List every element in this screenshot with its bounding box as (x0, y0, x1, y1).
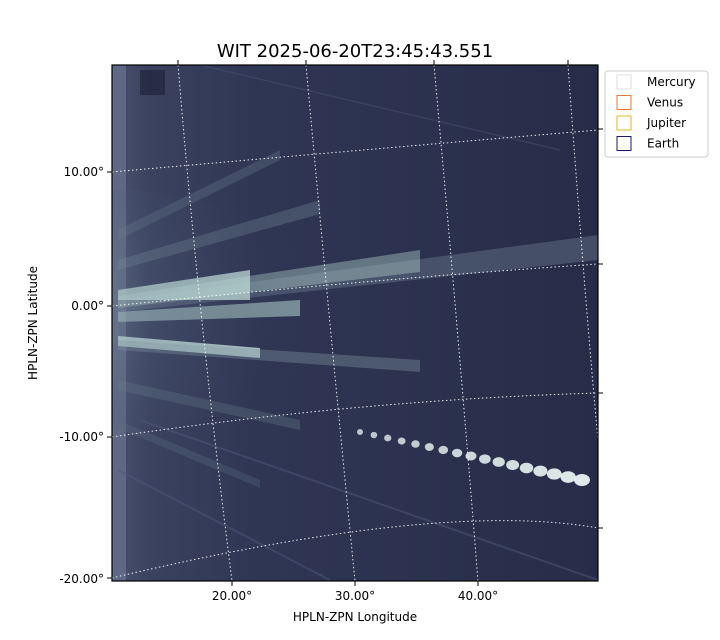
trail-blob (357, 429, 363, 435)
trail-blob (424, 443, 434, 451)
x-axis-label: HPLN-ZPN Longitude (293, 610, 417, 624)
y-tick-label: 0.00° (71, 299, 104, 313)
trail-blob (438, 445, 449, 455)
trail-blob (519, 462, 534, 474)
legend-box (604, 70, 709, 158)
bright-trail (357, 429, 590, 486)
trail-blob (560, 471, 576, 483)
x-tick-label: 40.00° (458, 589, 498, 603)
trail-blob (370, 431, 378, 439)
grid-lon-20 (177, 65, 233, 581)
trail-blob (506, 459, 520, 471)
grid-lat-neg10 (112, 392, 598, 438)
y-tick-label: -10.00° (59, 430, 104, 444)
trail-blob (411, 440, 420, 448)
trail-blob (451, 448, 463, 458)
grid-lat-0 (112, 263, 598, 307)
trail-blob (492, 457, 505, 467)
legend-swatch (616, 95, 632, 110)
trail-blob (574, 474, 590, 486)
legend: Mercury Venus Jupiter Earth (604, 70, 709, 158)
trail-blob (533, 465, 548, 477)
legend-swatch (616, 115, 632, 131)
x-axis: 20.00° 30.00° 40.00° (212, 581, 498, 603)
right-ticks (598, 128, 603, 529)
plot-image (112, 65, 598, 581)
legend-label: Jupiter (646, 116, 686, 130)
streamer-fan (112, 150, 598, 488)
dark-artifact (140, 70, 165, 95)
legend-label: Venus (647, 96, 683, 110)
top-ticks (177, 60, 569, 65)
legend-swatch (616, 136, 632, 151)
grid-lat-10 (112, 129, 598, 173)
y-tick-label: -20.00° (59, 572, 104, 586)
y-axis-label: HPLN-ZPN Latitude (26, 266, 40, 380)
y-axis: 10.00° 0.00° -10.00° -20.00° (59, 165, 112, 586)
legend-swatch (616, 74, 632, 90)
grid-lat-neg20 (112, 520, 598, 579)
trail-blob (384, 434, 392, 442)
grid-lon-50 (567, 65, 598, 441)
chart-title: WIT 2025-06-20T23:45:43.551 (217, 41, 493, 62)
legend-label: Mercury (647, 75, 696, 89)
x-tick-label: 20.00° (212, 589, 252, 603)
y-tick-label: 10.00° (64, 165, 104, 179)
trail-blob (479, 454, 491, 464)
trail-blob (546, 468, 562, 480)
grid-lon-30 (305, 65, 356, 581)
trail-blob (465, 451, 477, 461)
coordinate-grid (112, 65, 598, 581)
grid-lon-40 (433, 65, 479, 581)
trail-blob (397, 437, 406, 445)
legend-label: Earth (647, 137, 679, 151)
x-tick-label: 30.00° (335, 589, 375, 603)
